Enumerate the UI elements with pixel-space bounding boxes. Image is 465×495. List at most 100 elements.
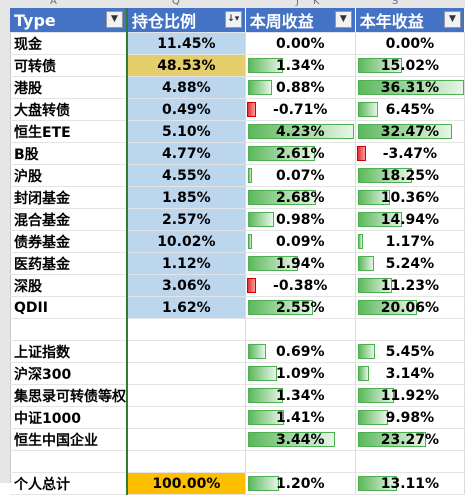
type-cell[interactable]: 债券基金 <box>10 230 128 253</box>
year-return-cell[interactable]: 1.17% <box>355 230 465 253</box>
type-cell[interactable]: 沪深300 <box>10 362 128 385</box>
week-return-cell[interactable]: 0.09% <box>245 230 356 253</box>
allocation-cell[interactable]: 2.57% <box>125 208 246 231</box>
allocation-cell[interactable]: 10.02% <box>125 230 246 253</box>
week-return-cell[interactable]: 4.23% <box>245 120 356 143</box>
week-return-cell[interactable]: 0.69% <box>245 340 356 363</box>
year-return-cell[interactable]: 11.23% <box>355 274 465 297</box>
year-return-cell[interactable]: 36.31% <box>355 76 465 99</box>
allocation-cell[interactable]: 3.06% <box>125 274 246 297</box>
year-return-cell[interactable]: 0.00% <box>355 32 465 55</box>
week-return-cell[interactable]: 0.07% <box>245 164 356 187</box>
allocation-cell[interactable] <box>125 362 246 385</box>
empty-cell[interactable] <box>125 450 246 473</box>
dropdown-arrow-icon[interactable]: ▼ <box>334 11 352 28</box>
week-return-cell[interactable]: 3.44% <box>245 428 356 451</box>
week-return-cell-value: 0.69% <box>275 343 325 360</box>
data-bar-positive <box>247 256 298 271</box>
empty-cell[interactable] <box>355 318 465 341</box>
year-return-cell[interactable]: 20.06% <box>355 296 465 319</box>
year-header[interactable]: 本年收益 ▼ <box>355 8 465 33</box>
allocation-cell[interactable]: 1.12% <box>125 252 246 275</box>
week-return-cell[interactable]: 2.61% <box>245 142 356 165</box>
year-return-cell[interactable]: 13.11% <box>355 472 465 495</box>
week-return-cell[interactable]: 1.34% <box>245 384 356 407</box>
type-cell[interactable]: 封闭基金 <box>10 186 128 209</box>
allocation-cell[interactable]: 100.00% <box>125 472 246 495</box>
empty-cell[interactable] <box>245 450 356 473</box>
year-return-cell[interactable]: 32.47% <box>355 120 465 143</box>
allocation-cell[interactable]: 0.49% <box>125 98 246 121</box>
allocation-cell[interactable] <box>125 406 246 429</box>
type-cell[interactable]: 恒生中国企业 <box>10 428 128 451</box>
allocation-cell[interactable] <box>125 340 246 363</box>
allocation-cell[interactable]: 4.88% <box>125 76 246 99</box>
type-cell[interactable]: B股 <box>10 142 128 165</box>
week-return-cell[interactable]: 0.88% <box>245 76 356 99</box>
empty-cell[interactable] <box>125 318 246 341</box>
type-cell[interactable]: 现金 <box>10 32 128 55</box>
type-cell[interactable]: 中证1000 <box>10 406 128 429</box>
alloc-header[interactable]: 持仓比例 ↓▾ <box>125 8 246 33</box>
empty-cell[interactable] <box>245 318 356 341</box>
year-return-cell[interactable]: 11.92% <box>355 384 465 407</box>
week-return-cell[interactable]: 1.94% <box>245 252 356 275</box>
column-letter-k[interactable]: K <box>313 0 320 7</box>
allocation-cell[interactable]: 1.85% <box>125 186 246 209</box>
year-return-cell[interactable]: -3.47% <box>355 142 465 165</box>
year-return-cell[interactable]: 23.27% <box>355 428 465 451</box>
week-return-cell[interactable]: 1.09% <box>245 362 356 385</box>
week-return-cell[interactable]: 2.55% <box>245 296 356 319</box>
week-return-cell[interactable]: 1.20% <box>245 472 356 495</box>
year-return-cell[interactable]: 14.94% <box>355 208 465 231</box>
dropdown-arrow-icon[interactable]: ▼ <box>106 11 123 28</box>
allocation-cell[interactable]: 1.62% <box>125 296 246 319</box>
allocation-cell[interactable]: 11.45% <box>125 32 246 55</box>
sort-descending-icon[interactable]: ↓▾ <box>224 11 242 28</box>
week-return-cell[interactable]: 1.41% <box>245 406 356 429</box>
empty-cell[interactable] <box>355 450 465 473</box>
type-header[interactable]: Type ▼ <box>10 8 128 33</box>
week-return-cell[interactable]: 0.98% <box>245 208 356 231</box>
type-cell[interactable]: 大盘转债 <box>10 98 128 121</box>
year-return-cell[interactable]: 9.98% <box>355 406 465 429</box>
type-cell[interactable]: 医药基金 <box>10 252 128 275</box>
year-return-cell[interactable]: 5.45% <box>355 340 465 363</box>
column-letter-q[interactable]: Q <box>172 0 180 7</box>
dropdown-arrow-icon[interactable]: ▼ <box>444 11 461 28</box>
empty-cell[interactable] <box>10 318 128 341</box>
week-return-cell[interactable]: -0.71% <box>245 98 356 121</box>
table-row: QDII 1.62% 2.55% 20.06% <box>10 296 465 319</box>
week-return-cell[interactable]: 2.68% <box>245 186 356 209</box>
allocation-cell[interactable]: 4.55% <box>125 164 246 187</box>
type-cell[interactable]: 混合基金 <box>10 208 128 231</box>
allocation-cell[interactable] <box>125 428 246 451</box>
column-letter-j[interactable]: J <box>296 0 299 7</box>
type-cell[interactable]: 个人总计 <box>10 472 128 495</box>
week-return-cell[interactable]: 0.00% <box>245 32 356 55</box>
type-cell[interactable]: 上证指数 <box>10 340 128 363</box>
allocation-cell[interactable]: 4.77% <box>125 142 246 165</box>
year-return-cell[interactable]: 3.14% <box>355 362 465 385</box>
allocation-cell[interactable]: 5.10% <box>125 120 246 143</box>
type-cell[interactable]: 集思录可转债等权 <box>10 384 128 407</box>
year-return-cell[interactable]: 10.36% <box>355 186 465 209</box>
type-cell[interactable]: 沪股 <box>10 164 128 187</box>
type-cell[interactable]: 可转债 <box>10 54 128 77</box>
column-letter-s[interactable]: S <box>392 0 399 7</box>
week-header[interactable]: 本周收益 ▼ <box>245 8 356 33</box>
empty-cell[interactable] <box>10 450 128 473</box>
week-return-cell[interactable]: -0.38% <box>245 274 356 297</box>
column-letter-a[interactable]: A <box>50 0 57 7</box>
allocation-cell[interactable]: 48.53% <box>125 54 246 77</box>
type-cell[interactable]: 港股 <box>10 76 128 99</box>
type-cell[interactable]: 深股 <box>10 274 128 297</box>
type-cell[interactable]: QDII <box>10 296 128 319</box>
week-return-cell[interactable]: 1.34% <box>245 54 356 77</box>
year-return-cell[interactable]: 18.25% <box>355 164 465 187</box>
year-return-cell[interactable]: 5.24% <box>355 252 465 275</box>
year-return-cell[interactable]: 15.02% <box>355 54 465 77</box>
allocation-cell[interactable] <box>125 384 246 407</box>
type-cell[interactable]: 恒生ETE <box>10 120 128 143</box>
year-return-cell[interactable]: 6.45% <box>355 98 465 121</box>
